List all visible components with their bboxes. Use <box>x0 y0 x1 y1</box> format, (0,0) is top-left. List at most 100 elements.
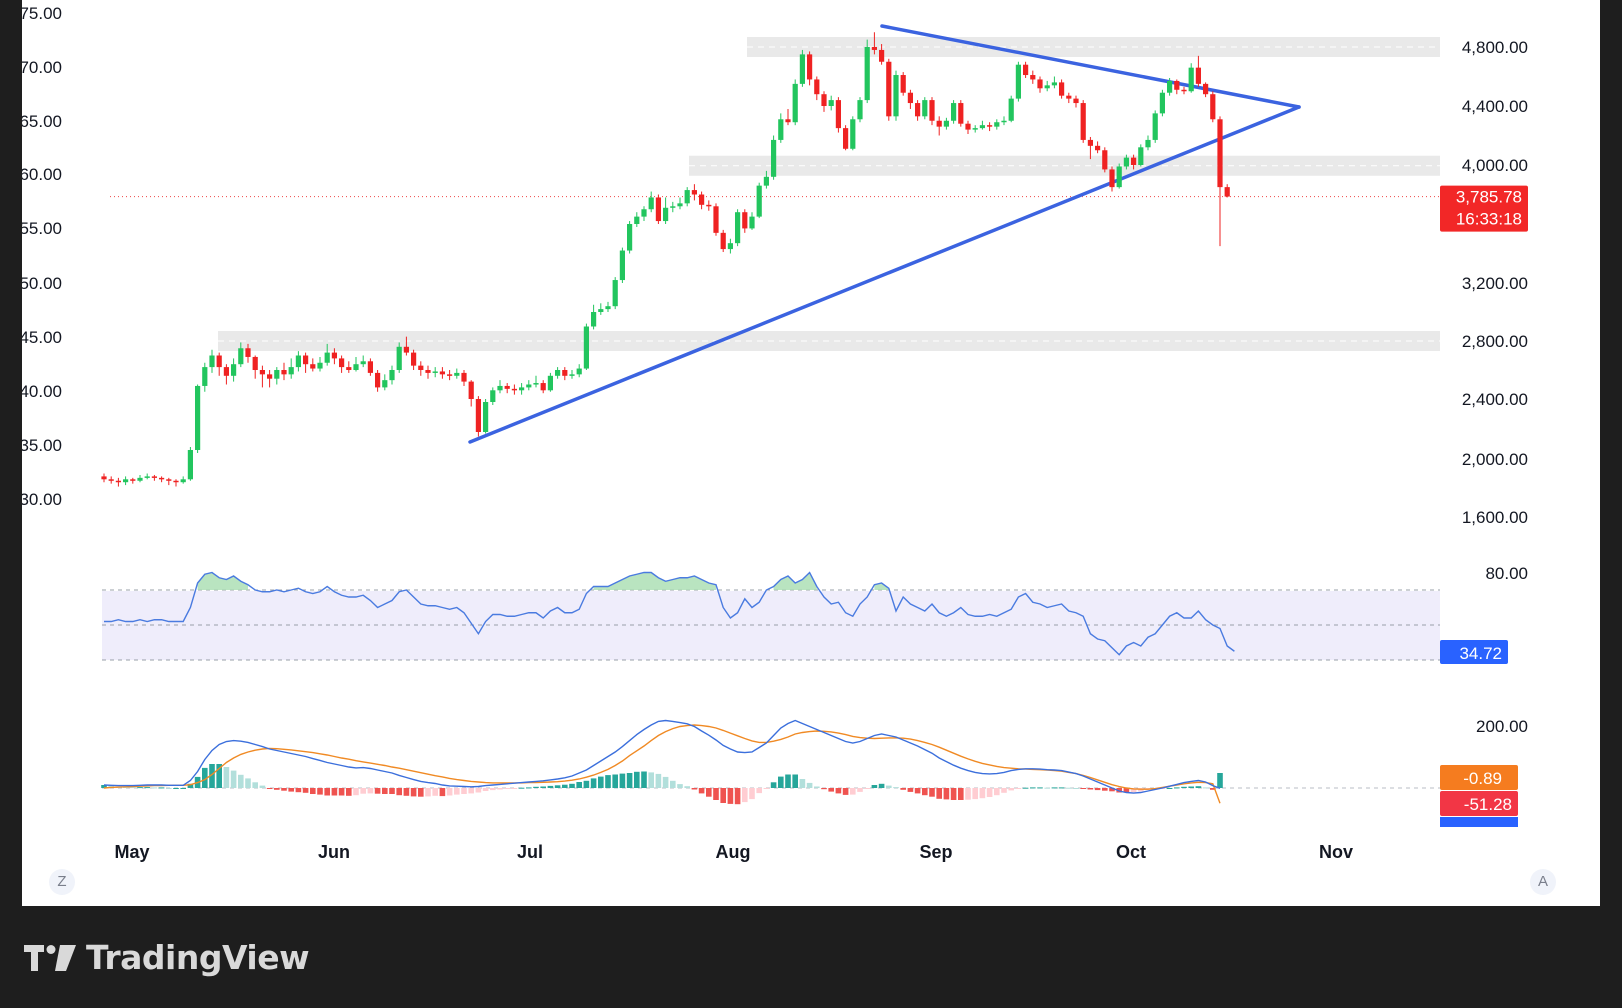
candle-body <box>403 346 409 353</box>
candle-30 <box>317 356 323 372</box>
candle-body <box>828 100 834 106</box>
candle-body <box>1217 119 1223 188</box>
macd-hist-bar <box>871 785 878 788</box>
candle-120 <box>965 120 971 135</box>
month-label-may: May <box>114 842 149 862</box>
candle-body <box>641 209 647 217</box>
candle-body <box>144 476 150 478</box>
upper-trendline <box>880 24 1301 109</box>
macd-hist-bar <box>1001 788 1007 793</box>
macd-hist-bar <box>202 767 208 788</box>
left-tick-label: 65.00 <box>22 112 62 131</box>
candle-33 <box>339 355 345 373</box>
macd-hist-bar <box>367 788 374 794</box>
tradingview-logo[interactable]: TradingView <box>24 938 310 977</box>
candle-65 <box>569 370 575 379</box>
month-label-jul: Jul <box>517 842 543 862</box>
rsi-tick-label: 80.00 <box>1485 564 1528 583</box>
candle-8 <box>159 476 165 483</box>
axes[interactable]: 75.00 70.00 65.00 60.00 55.00 50.00 45.00 40.00… <box>19 4 1528 862</box>
chart-panel[interactable]: 75.00 70.00 65.00 60.00 55.00 50.00 45.00 40.00… <box>19 0 1600 906</box>
candle-154 <box>1210 91 1216 123</box>
candle-6 <box>144 473 150 480</box>
candle-119 <box>958 100 964 127</box>
macd-hist-bar <box>281 788 287 791</box>
candle-150 <box>1181 86 1187 95</box>
macd-hist-bar <box>1181 786 1187 788</box>
macd-hist-bar <box>1037 787 1043 789</box>
scale-left-button[interactable]: Z <box>49 869 75 895</box>
candle-86 <box>720 229 726 253</box>
macd-hist-bar <box>482 788 489 791</box>
candle-body <box>1159 92 1165 114</box>
macd-hist-bar <box>569 783 575 788</box>
candle-4 <box>130 477 136 484</box>
candle-body <box>533 383 539 385</box>
left-tick-label: 45.00 <box>22 328 62 347</box>
candle-82 <box>691 184 697 201</box>
macd-hist-bar <box>468 788 474 794</box>
signal-series <box>103 724 1221 804</box>
candle-122 <box>979 120 985 130</box>
macd-hist-bar <box>864 788 870 789</box>
candle-body <box>202 367 208 386</box>
auto-scale-button[interactable]: A <box>1530 869 1556 895</box>
candle-body <box>850 119 856 149</box>
candle-25 <box>281 362 287 381</box>
candle-body <box>231 364 237 376</box>
candle-body <box>389 370 395 381</box>
candle-body <box>684 190 690 204</box>
macd-hist-bar <box>900 788 906 790</box>
candle-body <box>101 476 107 480</box>
macd-hist-bar <box>756 788 762 794</box>
month-label-sep: Sep <box>919 842 952 862</box>
candle-99 <box>814 76 820 101</box>
macd-hist-bar <box>950 788 957 800</box>
candle-152 <box>1195 55 1201 87</box>
macd-hist-bar <box>749 788 755 800</box>
macd-hist-bar <box>410 788 417 797</box>
macd-hist-bar <box>1066 787 1072 789</box>
candle-88 <box>735 209 741 247</box>
candle-body <box>663 207 669 222</box>
candle-body <box>713 206 719 233</box>
candle-106 <box>864 39 870 104</box>
macd-hist-bar <box>1195 786 1202 788</box>
candle-29 <box>310 358 316 372</box>
macd-hist-bar <box>475 788 482 793</box>
candle-body <box>1080 103 1086 140</box>
candle-body <box>814 79 820 95</box>
candle-body <box>339 358 345 368</box>
candle-body <box>432 371 438 373</box>
candle-27 <box>295 351 301 372</box>
candle-113 <box>915 100 921 121</box>
rsi-value-box <box>1440 640 1508 664</box>
macd-hist-bar <box>461 788 467 794</box>
candle-body <box>598 309 604 312</box>
macd-hist-bar <box>1217 773 1223 788</box>
candle-body <box>835 100 841 129</box>
triangle-trendlines[interactable] <box>468 24 1301 444</box>
candle-19 <box>238 342 244 368</box>
candle-body <box>159 477 165 480</box>
candle-151 <box>1188 63 1194 93</box>
candle-body <box>893 75 899 117</box>
macd-hist-bar <box>173 788 179 789</box>
macd-hist-bar <box>835 788 842 794</box>
chart-canvas[interactable]: 75.00 70.00 65.00 60.00 55.00 50.00 45.00 40.00… <box>19 0 1600 906</box>
candle-126 <box>1008 95 1014 123</box>
candle-body <box>1030 75 1036 80</box>
candle-132 <box>1051 76 1057 89</box>
candle-body <box>475 399 481 432</box>
candle-body <box>915 103 921 117</box>
candle-body <box>468 381 474 399</box>
candle-body <box>295 355 301 368</box>
candle-body <box>1195 67 1201 84</box>
candle-body <box>382 380 388 388</box>
rsi-line <box>104 571 1235 656</box>
candle-78 <box>663 197 669 224</box>
macd-hist-bar <box>101 785 107 788</box>
candle-40 <box>389 365 395 385</box>
tradingview-mark-icon <box>24 944 76 971</box>
candle-body <box>1203 83 1209 95</box>
